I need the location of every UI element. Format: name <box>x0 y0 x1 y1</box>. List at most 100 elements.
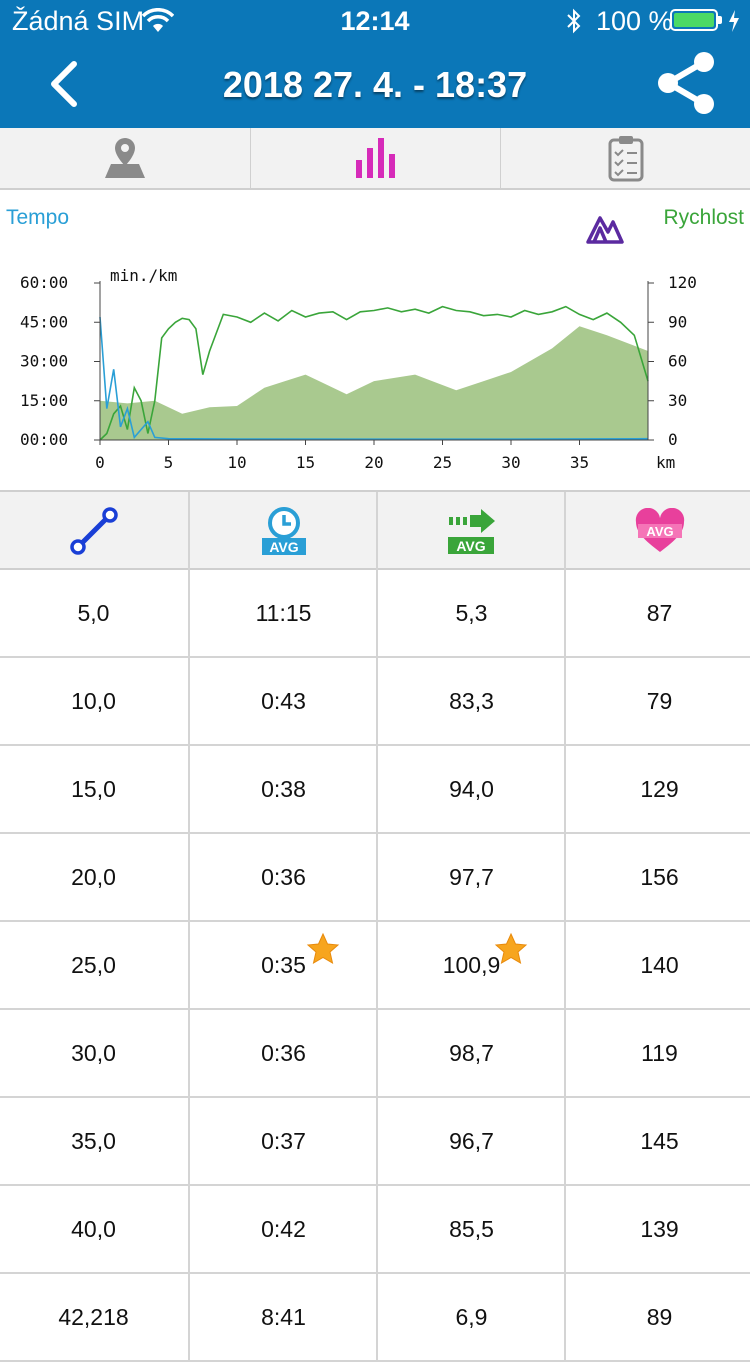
cell-avg-heart-rate: 87 <box>564 570 750 656</box>
cell-avg-pace: 0:36 <box>188 1010 377 1096</box>
cell-avg-speed: 6,9 <box>376 1274 565 1360</box>
table-row: 10,0 0:43 83,3 79 <box>0 658 750 746</box>
cell-avg-speed: 83,3 <box>376 658 565 744</box>
cell-distance: 15,0 <box>71 775 116 802</box>
cell-avg-pace: 0:36 <box>188 834 377 920</box>
table-row: 40,0 0:42 85,5 139 <box>0 1186 750 1274</box>
cell-distance: 35,0 <box>71 1127 116 1154</box>
cell-avg-speed: 96,7 <box>376 1098 565 1184</box>
chart-panel: Tempo Rychlost 60:00 45:00 30:00 15:00 00:00… <box>0 190 750 490</box>
column-avg-heart-rate: AVG <box>564 492 750 570</box>
tab-summary[interactable] <box>500 128 750 188</box>
cell-avg-heart-rate: 129 <box>564 746 750 832</box>
cell-avg-pace: 0:43 <box>188 658 377 744</box>
cell-avg-pace: 11:15 <box>188 570 377 656</box>
clipboard-checklist-icon <box>608 136 644 182</box>
column-avg-pace: AVG <box>188 492 377 570</box>
battery-percent: 100 % <box>596 6 673 36</box>
tempo-speed-chart: 60:00 45:00 30:00 15:00 00:00 120 90 60 30 0 0 5 10 1… <box>20 266 697 472</box>
share-button[interactable] <box>654 50 718 116</box>
cell-avg-pace: 0:42 <box>188 1186 377 1272</box>
x-axis-unit-label: km <box>656 453 675 472</box>
column-avg-speed: AVG <box>376 492 565 570</box>
avg-time-icon: AVG <box>261 507 306 555</box>
cell-avg-heart-rate: 119 <box>564 1010 750 1096</box>
x-tick-label: 5 <box>164 453 174 472</box>
carrier-label: Žádná SIM <box>12 6 145 36</box>
table-row: 35,0 0:37 96,7 145 <box>0 1098 750 1186</box>
cell-avg-heart-rate: 140 <box>564 922 750 1008</box>
distance-icon <box>69 507 118 555</box>
cell-avg-speed: 85,5 <box>376 1186 565 1272</box>
x-tick-label: 20 <box>364 453 383 472</box>
bar-chart-icon <box>356 138 395 178</box>
cell-distance: 25,0 <box>71 951 116 978</box>
cell-avg-pace: 8:41 <box>188 1274 377 1360</box>
y-tick-label-left: 45:00 <box>20 312 68 331</box>
svg-text:AVG: AVG <box>456 538 485 554</box>
column-distance <box>0 492 187 570</box>
cell-distance: 5,0 <box>77 599 110 626</box>
y-tick-label-right: 60 <box>668 352 687 371</box>
table-row: 30,0 0:36 98,7 119 <box>0 1010 750 1098</box>
wifi-icon <box>142 8 174 32</box>
cell-avg-speed: 97,7 <box>376 834 565 920</box>
y-tick-label-right: 30 <box>668 391 687 410</box>
y-tick-label-left: 00:00 <box>20 430 68 449</box>
cell-avg-speed: 100,9 <box>376 922 565 1008</box>
table-row: 42,218 8:41 6,9 89 <box>0 1274 750 1362</box>
y-tick-label-left: 15:00 <box>20 391 68 410</box>
table-row: 5,0 11:15 5,3 87 <box>0 570 750 658</box>
tempo-line-series <box>99 316 649 440</box>
x-tick-label: 10 <box>227 453 246 472</box>
x-tick-label: 0 <box>95 453 105 472</box>
cell-avg-heart-rate: 79 <box>564 658 750 744</box>
status-bar: Žádná SIM 12:14 100 % <box>0 0 750 40</box>
legend-tempo[interactable]: Tempo <box>6 206 70 229</box>
y-tick-label-left: 30:00 <box>20 352 68 371</box>
svg-text:AVG: AVG <box>269 539 298 555</box>
page-title: 2018 27. 4. - 18:37 <box>222 64 528 105</box>
cell-avg-speed: 94,0 <box>376 746 565 832</box>
avg-speed-icon: AVG <box>447 509 495 554</box>
avg-heart-rate-icon: AVG <box>635 508 684 552</box>
cell-distance: 40,0 <box>71 1215 116 1242</box>
cell-avg-pace: 0:35 <box>188 922 377 1008</box>
legend-speed[interactable]: Rychlost <box>663 206 744 229</box>
battery-icon <box>670 9 722 31</box>
cell-avg-heart-rate: 89 <box>564 1274 750 1360</box>
bluetooth-icon <box>567 8 581 34</box>
table-row: 25,0 0:35 100,9 140 <box>0 922 750 1010</box>
cell-avg-speed: 5,3 <box>376 570 565 656</box>
cell-avg-heart-rate: 139 <box>564 1186 750 1272</box>
cell-distance: 30,0 <box>71 1039 116 1066</box>
cell-distance: 20,0 <box>71 863 116 890</box>
tab-map[interactable] <box>0 128 250 188</box>
x-tick-label: 25 <box>433 453 452 472</box>
speed-line-series <box>99 305 649 441</box>
view-tabs <box>0 128 750 190</box>
cell-avg-pace: 0:38 <box>188 746 377 832</box>
cell-distance: 42,218 <box>58 1303 129 1330</box>
cell-distance: 10,0 <box>71 687 116 714</box>
map-pin-icon <box>105 138 145 178</box>
status-time: 12:14 <box>340 6 410 36</box>
table-header: AVG AVG AVG <box>0 490 750 570</box>
svg-text:AVG: AVG <box>646 524 673 539</box>
best-split-star-icon <box>306 932 340 965</box>
cell-avg-heart-rate: 156 <box>564 834 750 920</box>
y-tick-label-right: 120 <box>668 273 697 292</box>
y-axis-unit-label: min./km <box>110 266 177 285</box>
navigation-bar: 2018 27. 4. - 18:37 <box>0 40 750 128</box>
best-split-star-icon <box>494 932 528 965</box>
cell-avg-speed: 98,7 <box>376 1010 565 1096</box>
x-tick-label: 35 <box>570 453 589 472</box>
cell-avg-pace: 0:37 <box>188 1098 377 1184</box>
table-row: 20,0 0:36 97,7 156 <box>0 834 750 922</box>
y-tick-label-left: 60:00 <box>20 273 68 292</box>
cell-avg-heart-rate: 145 <box>564 1098 750 1184</box>
back-button[interactable] <box>44 60 84 108</box>
tab-charts[interactable] <box>250 128 501 188</box>
elevation-toggle-icon[interactable] <box>586 208 624 244</box>
x-tick-label: 15 <box>296 453 315 472</box>
